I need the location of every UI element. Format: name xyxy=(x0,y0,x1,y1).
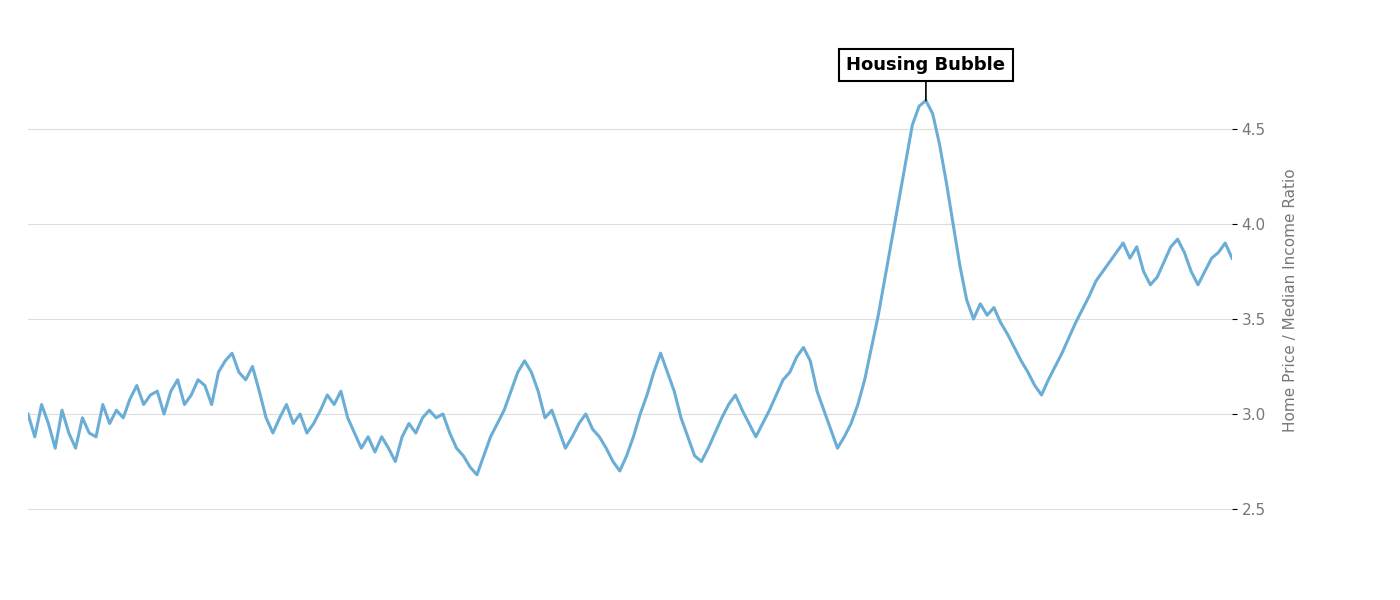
Y-axis label: Home Price / Median Income Ratio: Home Price / Median Income Ratio xyxy=(1282,168,1298,432)
Text: Housing Bubble: Housing Bubble xyxy=(847,56,1005,100)
